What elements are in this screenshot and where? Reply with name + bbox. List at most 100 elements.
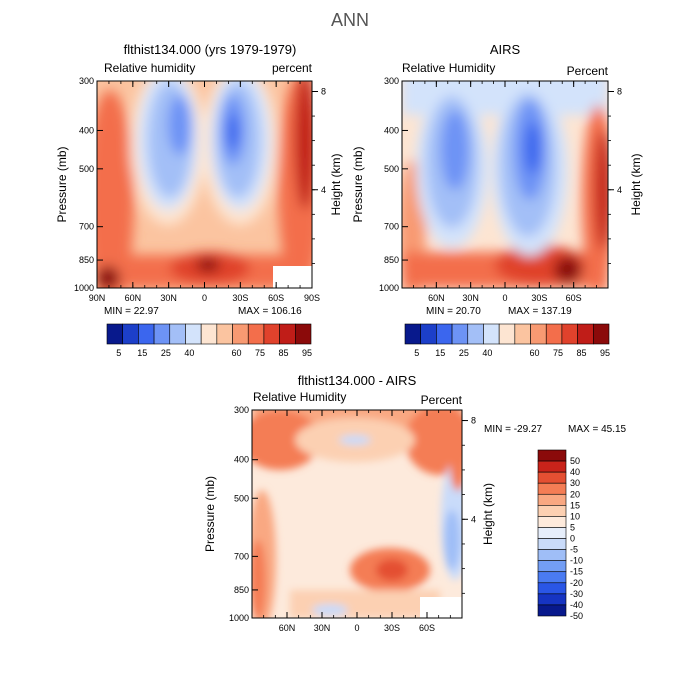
colorbar-label: -10 [570,556,583,566]
y-tick-label: 300 [234,405,249,415]
colorbar-swatch [537,449,567,462]
colorbar-swatch [483,323,500,345]
colorbar-label: 15 [137,348,147,358]
colorbar-label: 85 [577,348,587,358]
colorbar-swatch [420,323,437,345]
colorbar-swatch [593,323,610,345]
colorbar-swatch [200,323,218,345]
panel-model-units-label: percent [272,61,313,75]
panel-model-colorbar: 5 15 25 40 60 75 85 95 [106,323,312,358]
panel-airs-min: MIN = 20.70 [426,306,481,317]
colorbar-swatch [153,323,171,345]
colorbar-label: 30 [570,478,580,488]
colorbar-label: -50 [570,611,583,621]
colorbar-label: -30 [570,589,583,599]
x-tick-label: 60S [268,293,284,303]
colorbar-label: 15 [570,500,580,510]
panel-difference-min: MIN = -29.27 [484,424,543,435]
colorbar-label: 75 [553,348,563,358]
y-tick-label: 1000 [379,283,399,293]
colorbar-swatch [577,323,594,345]
y-axis-label: Pressure (mb) [351,146,365,222]
colorbar-swatch [122,323,139,345]
panel-model-max: MAX = 106.16 [238,306,302,317]
colorbar-label: 60 [529,348,539,358]
panel-model: flthist134.000 (yrs 1979-1979) Relative … [55,42,343,358]
panel-airs-field [402,81,608,288]
x-tick-label: 30N [314,623,331,633]
colorbar-label: 20 [570,489,580,499]
x-tick-label: 90N [89,293,106,303]
panel-airs: AIRS Relative Humidity Percent [351,42,643,358]
colorbar-label: -40 [570,600,583,610]
y-tick-label: 500 [79,164,94,174]
colorbar-swatch [537,538,567,550]
colorbar-swatch [232,323,249,345]
x-tick-label: 0 [502,293,507,303]
panel-airs-axes: 60N 30N 0 30S 60S 300 400 500 700 850 1000 8 4 Pressu… [351,76,643,303]
colorbar-swatch [436,323,453,345]
colorbar-swatch [514,323,531,345]
panel-difference-axes: 60N 30N 0 30S 60S 300 400 500 700 850 1000 8 4 Pressu… [203,405,495,633]
panel-airs-title: AIRS [490,42,521,57]
colorbar-label: 5 [116,348,121,358]
y-tick-label: 850 [79,255,94,265]
y-axis-label: Pressure (mb) [55,146,69,222]
colorbar-label: 25 [459,348,469,358]
colorbar-swatch [216,323,233,345]
panel-airs-variable-label: Relative Humidity [402,61,495,75]
page-title: ANN [331,10,369,30]
colorbar-label: 85 [279,348,289,358]
colorbar-swatch [537,593,567,606]
y-tick-label: 850 [384,255,399,265]
colorbar-swatch [537,527,567,539]
x-tick-label: 30S [384,623,400,633]
colorbar-swatch [561,323,578,345]
colorbar-swatch [185,323,202,345]
colorbar-swatch [279,323,296,345]
y-tick-label: 1000 [74,283,94,293]
colorbar-label: 60 [231,348,241,358]
x-tick-label: 30S [531,293,547,303]
panel-difference-variable-label: Relative Humidity [253,390,346,404]
x-tick-label: 60N [125,293,142,303]
y-tick-label: 1000 [229,613,249,623]
panel-airs-colorbar: 5 15 25 40 60 75 85 95 [404,323,610,358]
colorbar-swatch [537,571,567,584]
y-tick-label: 700 [79,222,94,232]
colorbar-swatch [537,604,567,617]
colorbar-label: 40 [482,348,492,358]
colorbar-label: -15 [570,567,583,577]
colorbar-swatch [537,505,567,517]
y-tick-label: 400 [234,455,249,465]
colorbar-swatch [537,582,567,595]
panel-difference-field [252,410,462,618]
colorbar-label: 50 [570,456,580,466]
colorbar-label: 5 [570,522,575,532]
colorbar-label: 40 [184,348,194,358]
y2-axis-label: Height (km) [481,483,495,545]
colorbar-swatch [537,549,567,561]
y2-tick-label: 8 [471,416,476,426]
colorbar-swatch [404,323,421,345]
y-tick-label: 400 [384,125,399,135]
colorbar-swatch [247,323,265,345]
colorbar-swatch [498,323,516,345]
y-axis-label: Pressure (mb) [203,476,217,552]
colorbar-label: 95 [302,348,312,358]
colorbar-swatch [537,560,567,573]
panel-airs-max: MAX = 137.19 [508,306,572,317]
y2-axis-label: Height (km) [629,153,643,215]
panel-model-field [97,81,312,288]
y-tick-label: 850 [234,585,249,595]
colorbar-swatch [530,323,547,345]
y2-tick-label: 4 [321,185,326,195]
colorbar-label: 25 [161,348,171,358]
x-tick-label: 30N [462,293,479,303]
y2-axis-label: Height (km) [329,153,343,215]
panel-difference-units-label: Percent [421,393,463,407]
colorbar-swatch [451,323,469,345]
colorbar-swatch [263,323,280,345]
x-tick-label: 0 [202,293,207,303]
